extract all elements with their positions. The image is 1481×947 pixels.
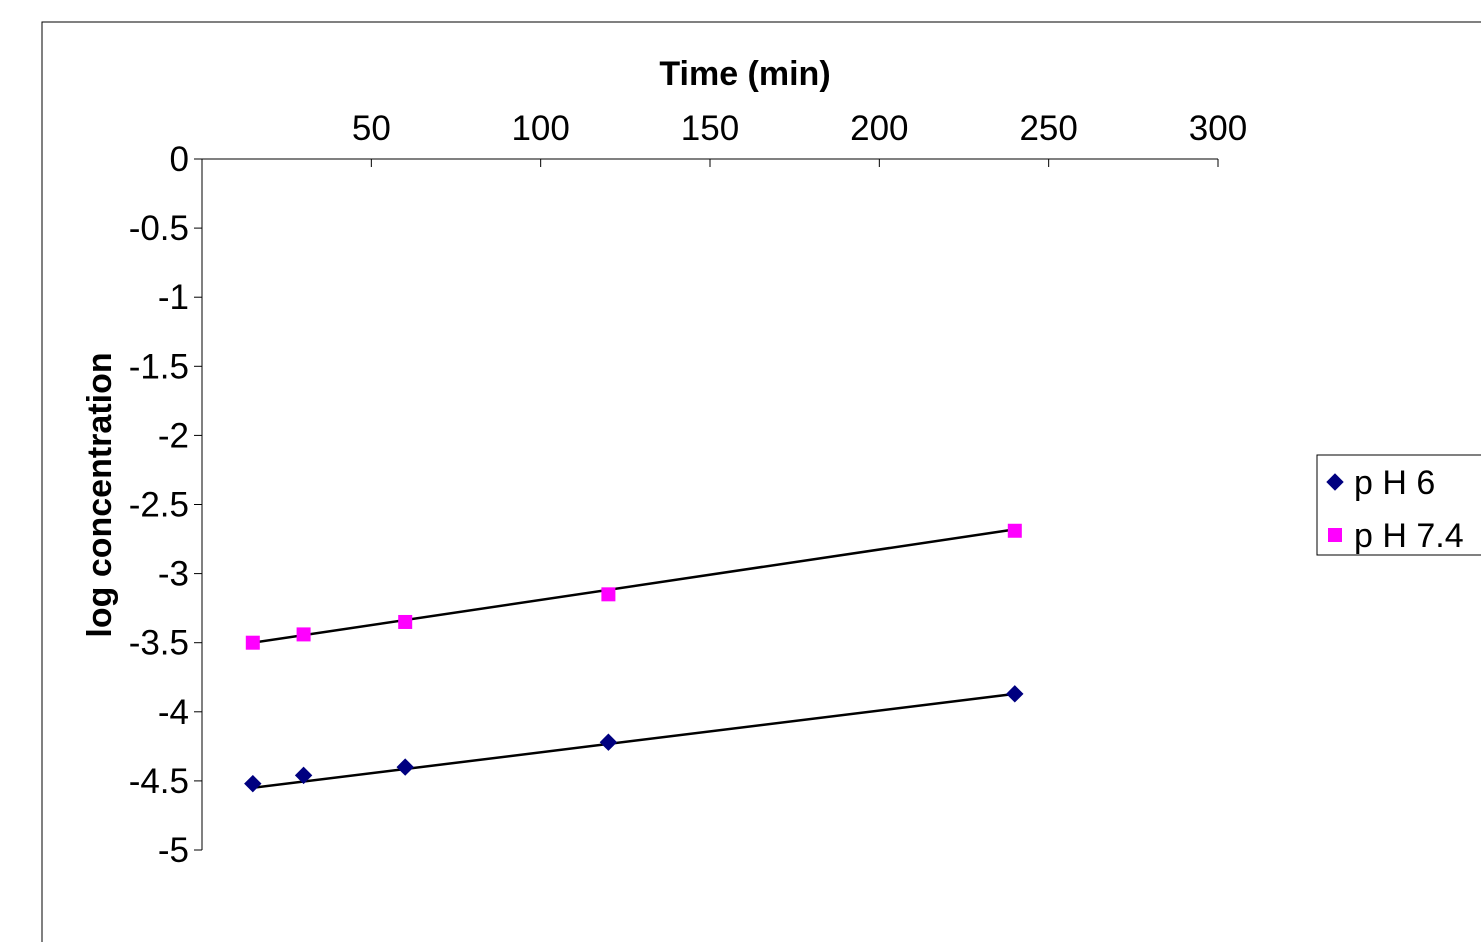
legend-label: p H 7.4 [1354,517,1464,555]
trendline [252,692,1015,790]
x-tick-label: 50 [352,109,391,148]
data-point [294,766,313,785]
legend-marker [1328,528,1342,542]
x-tick-label: 300 [1189,109,1247,148]
data-point [244,774,262,793]
x-tick-label: 150 [681,109,739,148]
y-tick-label: -4 [158,693,189,732]
x-axis-title: Time (min) [659,55,830,93]
legend-marker [1326,473,1344,491]
data-point [1007,523,1022,538]
axes: 0 -0.5 -1 -1.5 -2 -2.5 -3 -3.5 -4 -4.5 -5 50 100 150 2… [129,109,1248,870]
y-tick-label: -1 [158,278,189,317]
y-tick-label: -0.5 [129,209,189,248]
y-axis-title: log concentration [81,352,119,637]
legend-box [1316,454,1481,556]
data-point [245,635,260,650]
data-point [601,587,616,602]
data-point [296,627,311,642]
data-points [244,523,1024,793]
x-tick-label: 250 [1019,109,1077,148]
trendlines [252,528,1015,790]
trendline [252,528,1015,644]
y-tick-label: -1.5 [129,347,189,386]
chart-frame [41,21,1481,947]
x-tick-label: 200 [850,109,908,148]
legend-label: p H 6 [1354,464,1435,502]
data-point [398,614,413,629]
data-point [599,733,618,751]
y-tick-label: -2 [158,416,189,455]
y-tick-label: -4.5 [129,762,189,801]
x-tick-label: 100 [511,109,569,148]
y-tick-label: -3.5 [129,624,189,663]
y-tick-label: -2.5 [129,486,189,525]
data-point [1006,685,1024,703]
y-tick-label: -5 [158,831,189,870]
data-point [396,758,414,776]
legend: p H 6 p H 7.4 [1316,454,1481,556]
y-tick-label: -3 [158,555,189,594]
y-tick-label: 0 [170,140,189,179]
